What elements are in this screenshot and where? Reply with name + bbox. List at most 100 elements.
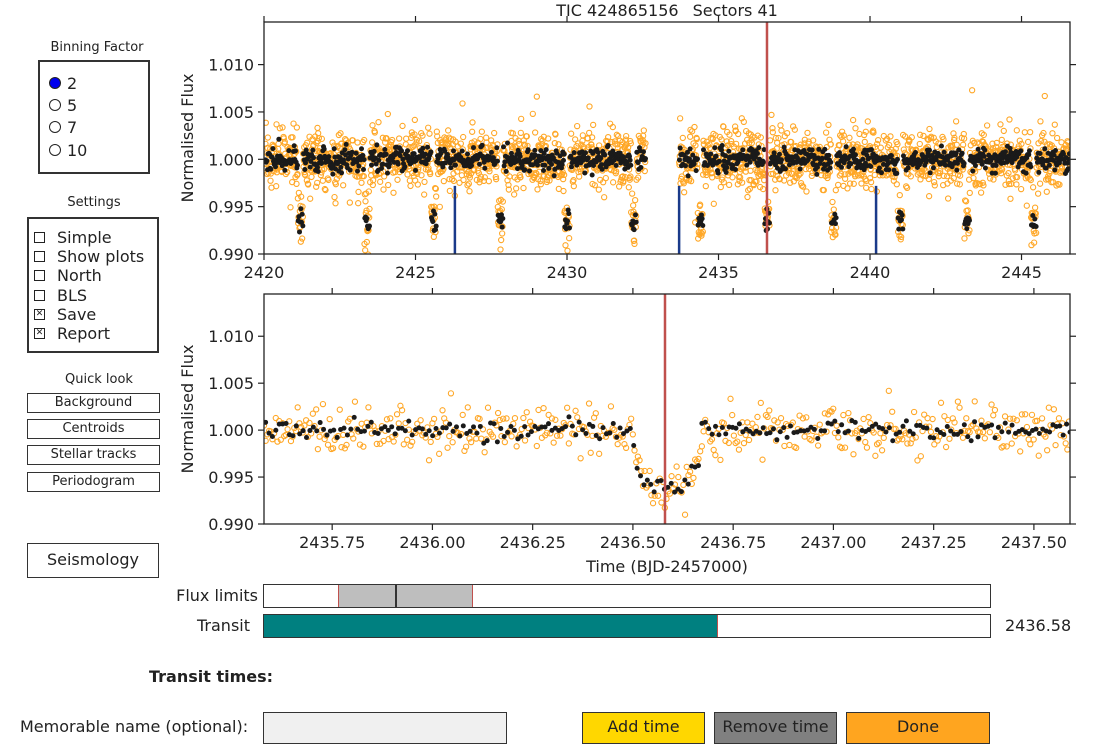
raw-flux-point xyxy=(592,410,599,417)
binned-flux-point xyxy=(399,148,405,154)
raw-flux-point xyxy=(916,140,923,148)
binned-flux-point xyxy=(972,419,978,425)
raw-flux-point xyxy=(390,189,397,196)
zoomed-transit-chart[interactable]: 0.990 0.995 1.000 1.005 1.010 2435.75 2436.00 2… xyxy=(208,288,1076,552)
setting-simple[interactable]: Simple xyxy=(34,228,112,247)
binned-flux-point xyxy=(344,432,350,438)
radio-selected-icon[interactable] xyxy=(49,77,61,89)
stellar-tracks-button[interactable]: Stellar tracks xyxy=(27,445,160,465)
binned-flux-point xyxy=(460,423,466,429)
binned-flux-point xyxy=(1002,420,1008,426)
setting-save[interactable]: ✕ Save xyxy=(34,305,96,324)
raw-flux-point xyxy=(862,184,870,191)
binned-flux-point xyxy=(910,431,916,437)
radio-icon[interactable] xyxy=(49,99,61,111)
raw-flux-point xyxy=(983,122,991,129)
seismology-button[interactable]: Seismology xyxy=(27,543,159,578)
binning-option-2[interactable]: 2 xyxy=(49,72,77,94)
raw-flux-point xyxy=(274,438,281,445)
raw-flux-point xyxy=(895,436,903,443)
add-time-button[interactable]: Add time xyxy=(582,712,705,744)
transit-slider-fill[interactable] xyxy=(264,615,719,637)
raw-flux-point xyxy=(389,136,396,144)
binned-flux-point xyxy=(373,161,379,167)
raw-flux-point xyxy=(478,435,485,442)
binned-flux-point xyxy=(561,151,567,157)
setting-north[interactable]: North xyxy=(34,266,102,285)
transit-slider[interactable] xyxy=(263,614,991,638)
raw-flux-point xyxy=(591,182,598,189)
done-button[interactable]: Done xyxy=(846,712,990,744)
binning-option-10[interactable]: 10 xyxy=(49,139,87,161)
binned-flux-point xyxy=(582,170,588,176)
binned-flux-point xyxy=(651,489,657,495)
binned-flux-point xyxy=(546,165,552,171)
raw-flux-point xyxy=(293,180,300,187)
background-button[interactable]: Background xyxy=(27,393,160,413)
binned-flux-point xyxy=(605,143,611,149)
binning-title: Binning Factor xyxy=(50,40,144,55)
binned-flux-point xyxy=(898,217,904,223)
binned-flux-point xyxy=(476,161,482,167)
periodogram-button[interactable]: Periodogram xyxy=(27,472,160,492)
setting-bls[interactable]: BLS xyxy=(34,286,87,305)
remove-time-button[interactable]: Remove time xyxy=(714,712,837,744)
binning-option-5[interactable]: 5 xyxy=(49,94,77,116)
checkbox-icon[interactable] xyxy=(34,270,45,281)
raw-flux-point xyxy=(868,185,875,193)
centroids-button[interactable]: Centroids xyxy=(27,419,160,439)
raw-flux-point xyxy=(627,173,634,180)
quicklook-title: Quick look xyxy=(65,372,133,387)
raw-flux-point xyxy=(766,407,773,414)
raw-flux-point xyxy=(935,140,942,147)
checkbox-checked-icon[interactable]: ✕ xyxy=(34,309,45,320)
checkbox-checked-icon[interactable]: ✕ xyxy=(34,328,45,339)
memorable-name-label: Memorable name (optional): xyxy=(20,717,249,736)
binned-flux-point xyxy=(713,423,719,429)
top-lightcurve-chart[interactable]: 0.990 0.995 1.000 1.005 1.010 2420 2425 2430 243… xyxy=(208,16,1076,282)
raw-flux-point xyxy=(804,129,811,137)
raw-flux-point xyxy=(546,177,553,184)
raw-flux-point xyxy=(631,237,638,244)
binned-flux-point xyxy=(464,151,470,157)
binned-flux-point xyxy=(822,146,828,152)
checkbox-icon[interactable] xyxy=(34,232,45,243)
raw-flux-point xyxy=(454,168,461,175)
binned-flux-point xyxy=(368,419,374,425)
binned-flux-point xyxy=(585,155,591,161)
setting-show-plots[interactable]: Show plots xyxy=(34,247,144,266)
binned-flux-point xyxy=(580,427,586,433)
binned-flux-point xyxy=(501,163,507,169)
raw-flux-point xyxy=(966,429,973,436)
binned-flux-point xyxy=(432,211,438,217)
binned-flux-point xyxy=(1037,150,1043,156)
radio-icon[interactable] xyxy=(49,121,61,133)
flux-limits-slider[interactable] xyxy=(263,584,991,608)
checkbox-icon[interactable] xyxy=(34,251,45,262)
raw-flux-point xyxy=(809,137,817,144)
binned-flux-point xyxy=(848,161,854,167)
binned-flux-point xyxy=(955,431,961,437)
raw-flux-point xyxy=(824,174,831,182)
raw-flux-point xyxy=(329,139,336,146)
raw-flux-point xyxy=(375,119,382,126)
binned-flux-point xyxy=(508,150,514,156)
binned-flux-point xyxy=(700,223,706,229)
raw-flux-point xyxy=(499,198,506,205)
setting-report[interactable]: ✕ Report xyxy=(34,324,110,343)
binned-flux-point xyxy=(494,145,500,151)
binned-flux-point xyxy=(518,433,524,439)
radio-icon[interactable] xyxy=(49,144,61,156)
flux-range-fill[interactable] xyxy=(338,585,474,607)
raw-flux-point xyxy=(294,171,301,178)
raw-flux-point xyxy=(730,432,738,439)
binned-flux-point xyxy=(815,435,821,441)
binning-radio-group: 2 5 7 10 xyxy=(38,60,150,174)
binned-flux-point xyxy=(301,151,307,157)
setting-label: Save xyxy=(57,305,97,324)
binning-option-7[interactable]: 7 xyxy=(49,116,77,138)
memorable-name-input[interactable] xyxy=(263,712,507,744)
binned-flux-point xyxy=(989,422,995,428)
raw-flux-point xyxy=(781,442,788,450)
checkbox-icon[interactable] xyxy=(34,290,45,301)
